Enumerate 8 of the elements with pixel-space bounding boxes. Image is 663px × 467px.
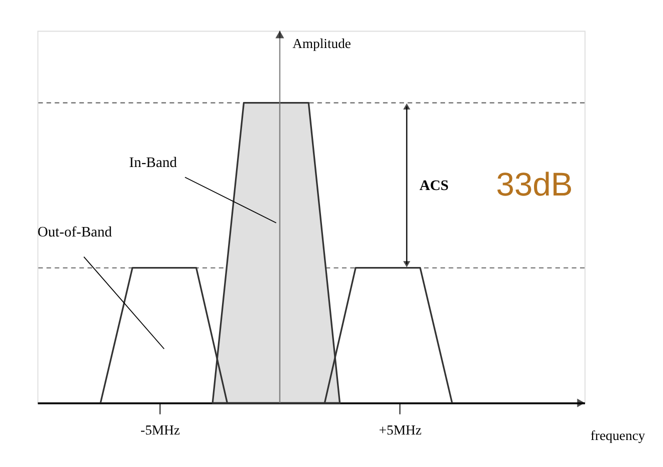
text: Out-of-Band: [37, 224, 113, 241]
x-tick-label: +5MHz: [378, 422, 422, 438]
y-axis-title: Amplitude: [292, 36, 351, 52]
x-tick-label: -5MHz: [140, 422, 180, 438]
annotation: 33dB: [496, 165, 573, 202]
x-axis-title: frequency: [590, 428, 646, 443]
text: In-Band: [129, 155, 178, 172]
annotation: ACS: [420, 178, 449, 194]
